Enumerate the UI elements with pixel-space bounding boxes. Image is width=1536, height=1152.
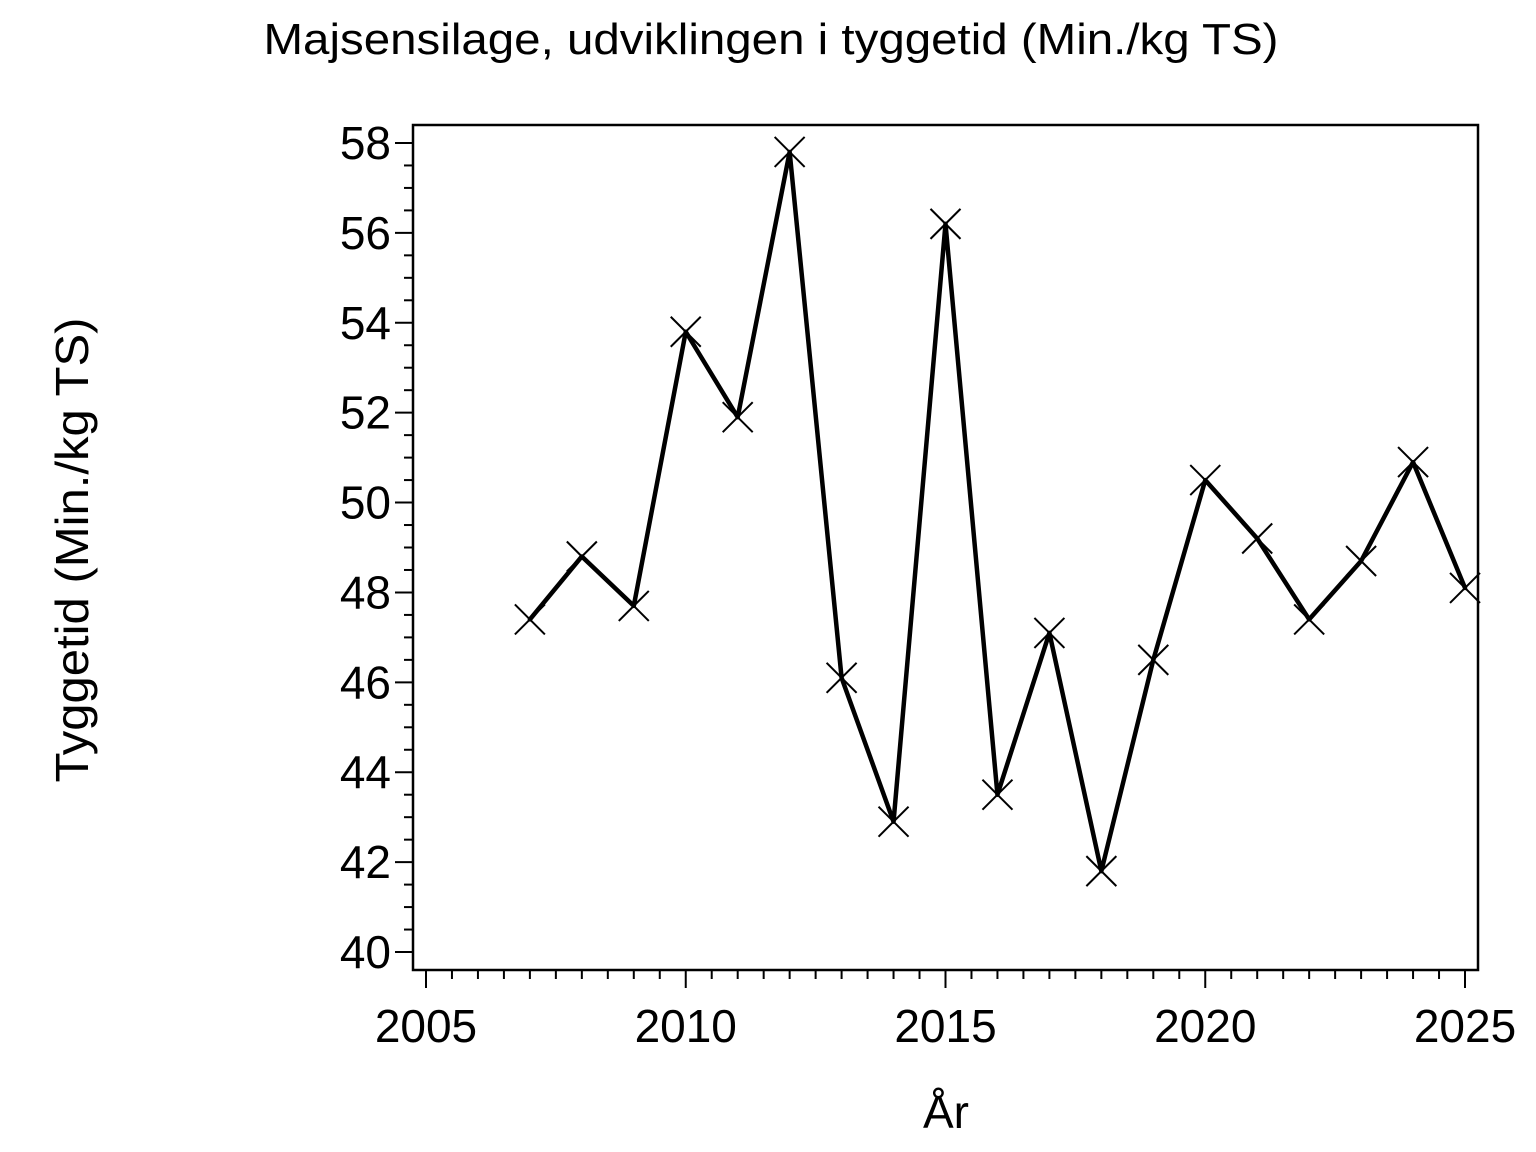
marker-stroke bbox=[618, 590, 650, 622]
data-point-marker bbox=[877, 805, 910, 838]
data-point-marker bbox=[670, 316, 702, 348]
axis-ticks bbox=[395, 141, 1467, 988]
data-series bbox=[514, 136, 1481, 887]
data-point-marker bbox=[1293, 603, 1325, 636]
data-line bbox=[527, 149, 1468, 874]
marker-stroke bbox=[1241, 522, 1273, 555]
data-point-marker bbox=[825, 662, 858, 694]
marker-stroke bbox=[981, 779, 1014, 811]
chart-title: Majsensilage, udviklingen i tyggetid (Mi… bbox=[264, 15, 1279, 64]
marker-stroke bbox=[514, 603, 546, 636]
marker-stroke bbox=[1397, 446, 1429, 478]
axis-tick-labels: 2005 2010 2015 2020 2025 40 42 44 46 48 50 52 54 56 58 bbox=[340, 117, 1516, 1052]
y-tick-label: 52 bbox=[340, 387, 391, 439]
marker-stroke bbox=[825, 662, 858, 694]
marker-stroke bbox=[1033, 617, 1066, 649]
y-tick-label: 44 bbox=[340, 746, 391, 798]
data-point-marker bbox=[981, 779, 1014, 811]
data-point-marker bbox=[1241, 522, 1273, 555]
data-point-marker bbox=[1033, 617, 1066, 649]
marker-stroke bbox=[773, 136, 806, 168]
x-tick-label: 2020 bbox=[1154, 1000, 1256, 1052]
data-point-marker bbox=[1085, 855, 1118, 887]
data-point-marker bbox=[566, 540, 598, 573]
y-tick-label: 40 bbox=[340, 926, 391, 978]
x-axis-label: År bbox=[923, 1086, 969, 1138]
data-point-marker bbox=[1137, 644, 1170, 676]
marker-stroke bbox=[721, 401, 754, 433]
marker-stroke bbox=[1137, 644, 1170, 676]
y-tick-label: 42 bbox=[340, 836, 391, 888]
y-axis-label: Tyggetid (Min./kg TS) bbox=[46, 318, 98, 783]
y-tick-label: 48 bbox=[340, 566, 391, 618]
marker-stroke bbox=[1345, 545, 1377, 577]
plot-area-border bbox=[411, 123, 1480, 972]
x-tick-label: 2025 bbox=[1414, 1000, 1516, 1052]
y-tick-label: 58 bbox=[340, 117, 391, 169]
marker-stroke bbox=[1189, 464, 1221, 496]
data-point-marker bbox=[1449, 572, 1481, 604]
data-point-marker bbox=[1189, 464, 1221, 496]
marker-stroke bbox=[877, 805, 910, 838]
plot-frame bbox=[411, 123, 1480, 972]
marker-stroke bbox=[929, 208, 962, 240]
marker-stroke bbox=[1449, 572, 1481, 604]
y-tick-label: 56 bbox=[340, 207, 391, 259]
x-tick-label: 2005 bbox=[375, 1000, 477, 1052]
data-point-marker bbox=[773, 136, 806, 168]
marker-stroke bbox=[1085, 855, 1118, 887]
y-tick-label: 54 bbox=[340, 297, 391, 349]
data-point-marker bbox=[618, 590, 650, 622]
y-tick-label: 50 bbox=[340, 477, 391, 529]
x-tick-label: 2015 bbox=[894, 1000, 996, 1052]
y-tick-label: 46 bbox=[340, 656, 391, 708]
data-point-marker bbox=[1345, 545, 1377, 577]
data-point-marker bbox=[929, 208, 962, 240]
marker-stroke bbox=[566, 540, 598, 573]
data-point-marker bbox=[721, 401, 754, 433]
marker-stroke bbox=[670, 316, 702, 348]
data-point-marker bbox=[514, 603, 546, 636]
marker-stroke bbox=[1293, 603, 1325, 636]
data-point-marker bbox=[1397, 446, 1429, 478]
x-tick-label: 2010 bbox=[635, 1000, 737, 1052]
